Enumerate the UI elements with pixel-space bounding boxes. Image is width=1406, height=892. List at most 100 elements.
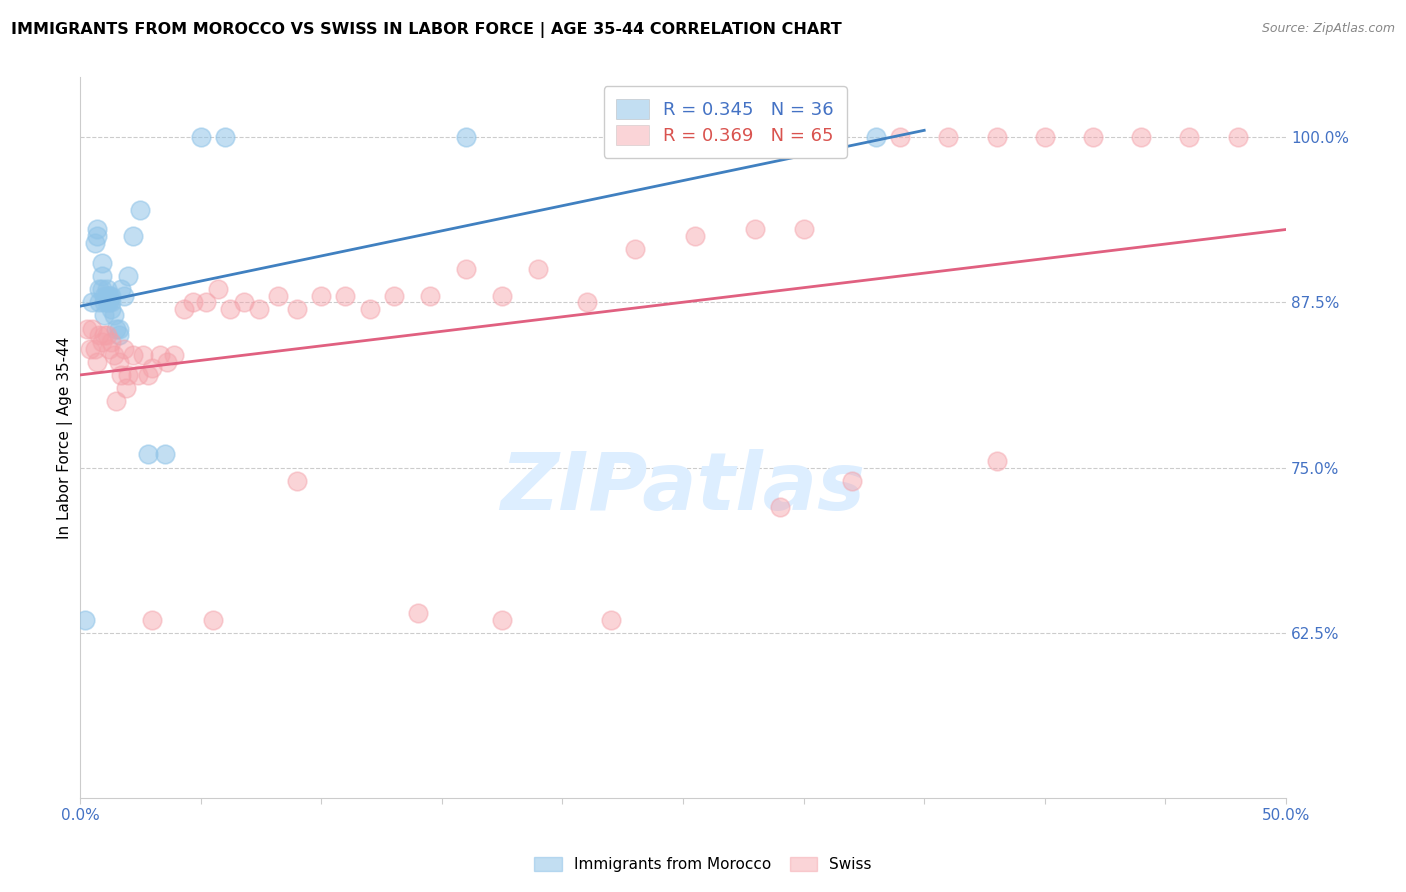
Point — [115, 381, 138, 395]
Point — [83, 235, 105, 250]
Point — [986, 130, 1008, 145]
Point — [207, 282, 229, 296]
Point — [110, 282, 132, 296]
Legend: R = 0.345   N = 36, R = 0.369   N = 65: R = 0.345 N = 36, R = 0.369 N = 65 — [603, 87, 846, 158]
Point — [105, 394, 128, 409]
Point — [89, 282, 111, 296]
Point — [96, 328, 118, 343]
Y-axis label: In Labor Force | Age 35-44: In Labor Force | Age 35-44 — [58, 336, 73, 539]
Point — [285, 301, 308, 316]
Point — [889, 130, 911, 145]
Point — [103, 309, 125, 323]
Point — [122, 229, 145, 244]
Point — [127, 368, 149, 382]
Point — [285, 474, 308, 488]
Point — [359, 301, 381, 316]
Point — [454, 262, 477, 277]
Point — [623, 243, 645, 257]
Point — [90, 255, 112, 269]
Point — [107, 328, 129, 343]
Point — [1130, 130, 1153, 145]
Legend: Immigrants from Morocco, Swiss: Immigrants from Morocco, Swiss — [527, 849, 879, 880]
Point — [79, 342, 101, 356]
Point — [100, 295, 122, 310]
Point — [599, 613, 621, 627]
Point — [89, 328, 111, 343]
Point — [1226, 130, 1249, 145]
Text: Source: ZipAtlas.com: Source: ZipAtlas.com — [1261, 22, 1395, 36]
Point — [1033, 130, 1056, 145]
Point — [76, 321, 98, 335]
Point — [86, 222, 108, 236]
Point — [90, 334, 112, 349]
Point — [93, 328, 115, 343]
Point — [406, 606, 429, 620]
Point — [86, 355, 108, 369]
Point — [86, 229, 108, 244]
Point — [98, 342, 121, 356]
Point — [527, 262, 550, 277]
Point — [335, 288, 357, 302]
Point — [96, 288, 118, 302]
Point — [233, 295, 256, 310]
Point — [93, 295, 115, 310]
Point — [153, 447, 176, 461]
Point — [93, 288, 115, 302]
Point — [117, 368, 139, 382]
Point — [117, 268, 139, 283]
Point — [575, 295, 598, 310]
Point — [173, 301, 195, 316]
Point — [96, 282, 118, 296]
Point — [100, 301, 122, 316]
Point — [105, 321, 128, 335]
Point — [107, 355, 129, 369]
Point — [141, 613, 163, 627]
Point — [90, 268, 112, 283]
Point — [454, 130, 477, 145]
Point — [136, 368, 159, 382]
Point — [163, 348, 186, 362]
Point — [419, 288, 441, 302]
Point — [218, 301, 240, 316]
Point — [100, 334, 122, 349]
Point — [93, 309, 115, 323]
Point — [96, 295, 118, 310]
Point — [122, 348, 145, 362]
Text: IMMIGRANTS FROM MOROCCO VS SWISS IN LABOR FORCE | AGE 35-44 CORRELATION CHART: IMMIGRANTS FROM MOROCCO VS SWISS IN LABO… — [11, 22, 842, 38]
Point — [132, 348, 155, 362]
Point — [267, 288, 290, 302]
Point — [112, 288, 135, 302]
Point — [683, 229, 706, 244]
Point — [83, 342, 105, 356]
Point — [136, 447, 159, 461]
Point — [841, 474, 863, 488]
Point — [82, 321, 104, 335]
Point — [1081, 130, 1104, 145]
Point — [149, 348, 172, 362]
Point — [865, 130, 887, 145]
Text: ZIPatlas: ZIPatlas — [501, 450, 866, 527]
Point — [768, 500, 790, 515]
Point — [247, 301, 270, 316]
Point — [491, 288, 513, 302]
Point — [491, 613, 513, 627]
Point — [986, 454, 1008, 468]
Point — [110, 368, 132, 382]
Point — [103, 348, 125, 362]
Point — [311, 288, 333, 302]
Point — [89, 295, 111, 310]
Point — [90, 282, 112, 296]
Point — [793, 222, 815, 236]
Point — [214, 130, 236, 145]
Point — [194, 295, 217, 310]
Point — [190, 130, 212, 145]
Point — [73, 613, 96, 627]
Point — [98, 295, 121, 310]
Point — [107, 321, 129, 335]
Point — [1178, 130, 1201, 145]
Point — [129, 202, 152, 217]
Point — [156, 355, 179, 369]
Point — [100, 288, 122, 302]
Point — [98, 288, 121, 302]
Point — [183, 295, 205, 310]
